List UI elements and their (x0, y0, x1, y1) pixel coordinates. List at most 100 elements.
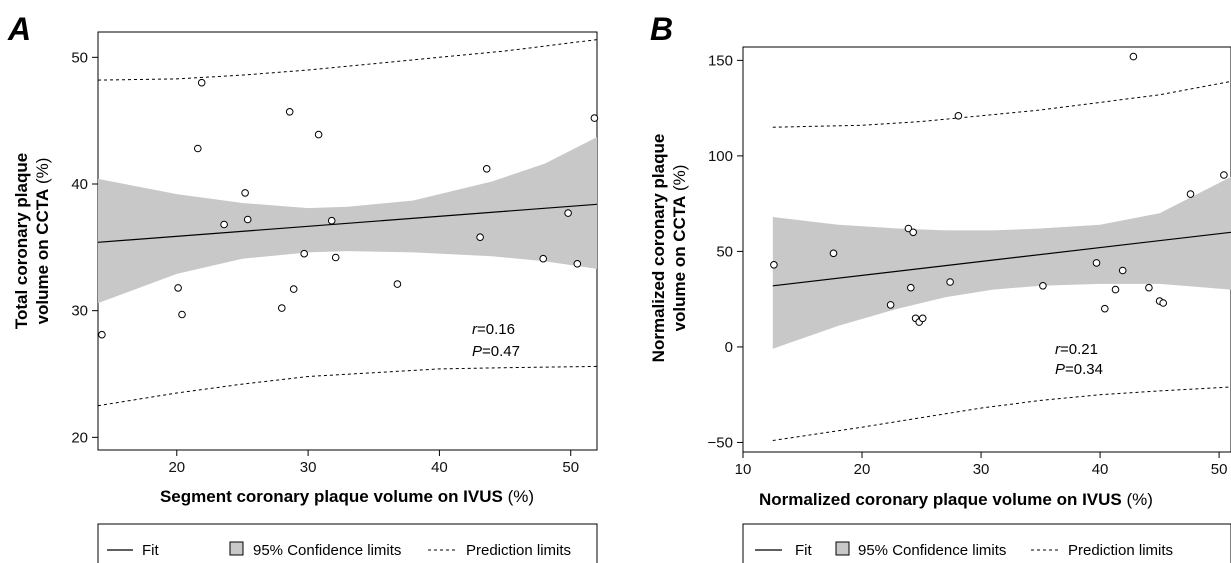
data-point (178, 310, 186, 319)
panel-b-letter: B (650, 11, 673, 47)
data-point (946, 278, 954, 286)
panel-b-points (770, 52, 1228, 326)
panel-a-y-title-line1: Total coronary plaque (12, 153, 31, 329)
panel-b-y-title-line2: volume on CCTA (%) (670, 165, 689, 332)
data-point (954, 112, 963, 120)
panel-b-legend: Fit 95% Confidence limits Prediction lim… (742, 523, 1231, 563)
panel-a-y-title-line2: volume on CCTA (%) (33, 158, 52, 325)
data-point (300, 249, 309, 258)
panel-b-y-ticks: −50 0 50 100 150 (708, 52, 743, 451)
data-point (482, 165, 491, 173)
panel-b-x-ticks: 10 20 30 40 50 (735, 452, 1228, 478)
x-tick-label: 20 (168, 459, 185, 476)
x-tick-label: 10 (735, 461, 752, 478)
confidence-band-area (98, 137, 597, 304)
data-point (564, 209, 572, 217)
x-tick-label: 20 (854, 461, 871, 478)
y-tick-label: 30 (71, 303, 88, 320)
prediction-limit-upper (97, 39, 598, 81)
panel-b-p-stat: P=0.34 (1055, 361, 1103, 378)
data-point (476, 233, 484, 241)
data-point (174, 284, 182, 292)
x-tick-label: 40 (1092, 461, 1109, 478)
panel-a-confidence-band (98, 137, 597, 304)
data-point (1039, 282, 1047, 290)
fit-line (772, 231, 1231, 287)
data-point (1129, 52, 1138, 61)
prediction-limit-lower (97, 365, 598, 407)
data-point (393, 280, 402, 288)
data-point (331, 253, 340, 262)
data-point (904, 224, 913, 233)
y-tick-label: 20 (71, 429, 88, 446)
y-tick-label: 50 (71, 49, 88, 66)
panel-b-lines (772, 80, 1231, 441)
data-point (285, 108, 294, 116)
panel-b-y-axis-title: Normalized coronary plaque volume on CCT… (649, 134, 689, 363)
panel-b-r-stat: r=0.21 (1055, 341, 1098, 358)
data-point (907, 283, 915, 292)
x-tick-label: 40 (431, 459, 448, 476)
data-point (278, 304, 286, 312)
panel-a-lines (97, 39, 598, 407)
data-point (829, 249, 838, 258)
legend-b-fit-label: Fit (795, 542, 812, 559)
panel-a-x-axis-title: Segment coronary plaque volume on IVUS (… (160, 487, 534, 506)
data-point (98, 330, 106, 339)
data-point (1101, 304, 1109, 313)
data-point (327, 216, 336, 225)
data-point (573, 260, 582, 268)
data-point (539, 254, 548, 263)
panel-a-x-ticks: 20 30 40 50 (168, 450, 579, 476)
legend-confidence-label: 95% Confidence limits (253, 542, 401, 559)
legend-b-prediction-label: Prediction limits (1068, 542, 1173, 559)
panel-a-y-ticks: 20 30 40 50 (71, 49, 98, 446)
legend-confidence-swatch (229, 541, 244, 556)
legend-b-confidence-label: 95% Confidence limits (858, 542, 1006, 559)
prediction-limit-lower (772, 386, 1231, 441)
y-tick-label: −50 (708, 434, 733, 451)
panel-a-y-axis-title: Total coronary plaque volume on CCTA (%) (12, 153, 52, 329)
panel-b-x-axis-title: Normalized coronary plaque volume on IVU… (759, 490, 1153, 509)
data-point (197, 78, 206, 87)
data-point (918, 314, 927, 323)
x-tick-label: 50 (562, 459, 579, 476)
data-point (1186, 190, 1195, 198)
data-point (220, 220, 228, 229)
y-tick-label: 50 (716, 243, 733, 260)
panel-a-points (98, 78, 599, 339)
fit-line (97, 203, 598, 243)
panel-a-r-stat: r=0.16 (472, 321, 515, 338)
legend-b-confidence-swatch (835, 541, 850, 556)
data-point (909, 228, 918, 237)
data-point (770, 261, 778, 269)
panel-b-y-title-line1: Normalized coronary plaque (649, 134, 668, 363)
data-point (1145, 283, 1153, 292)
y-tick-label: 150 (708, 52, 733, 69)
prediction-limit-upper (772, 80, 1231, 128)
x-tick-label: 50 (1211, 461, 1228, 478)
y-tick-label: 100 (708, 148, 733, 165)
panel-a-p-stat: P=0.47 (472, 343, 520, 360)
x-tick-label: 30 (300, 459, 317, 476)
y-tick-label: 0 (725, 339, 733, 356)
panel-a-legend: Fit 95% Confidence limits Prediction lim… (97, 523, 598, 563)
data-point (1220, 171, 1228, 179)
y-tick-label: 40 (71, 176, 88, 193)
data-point (243, 215, 252, 224)
data-point (1118, 266, 1127, 275)
data-point (194, 144, 202, 153)
data-point (314, 130, 323, 139)
data-point (1111, 285, 1120, 294)
data-point (590, 114, 599, 122)
panel-a-letter: A (7, 11, 31, 47)
panel-a: A 20 30 40 50 20 30 40 50 r=0.16 P=0.47 Segmen… (7, 11, 599, 563)
data-point (241, 189, 249, 197)
legend-fit-label: Fit (142, 542, 159, 559)
data-point (289, 285, 298, 293)
data-point (886, 301, 895, 309)
x-tick-label: 30 (973, 461, 990, 478)
legend-prediction-label: Prediction limits (466, 542, 571, 559)
